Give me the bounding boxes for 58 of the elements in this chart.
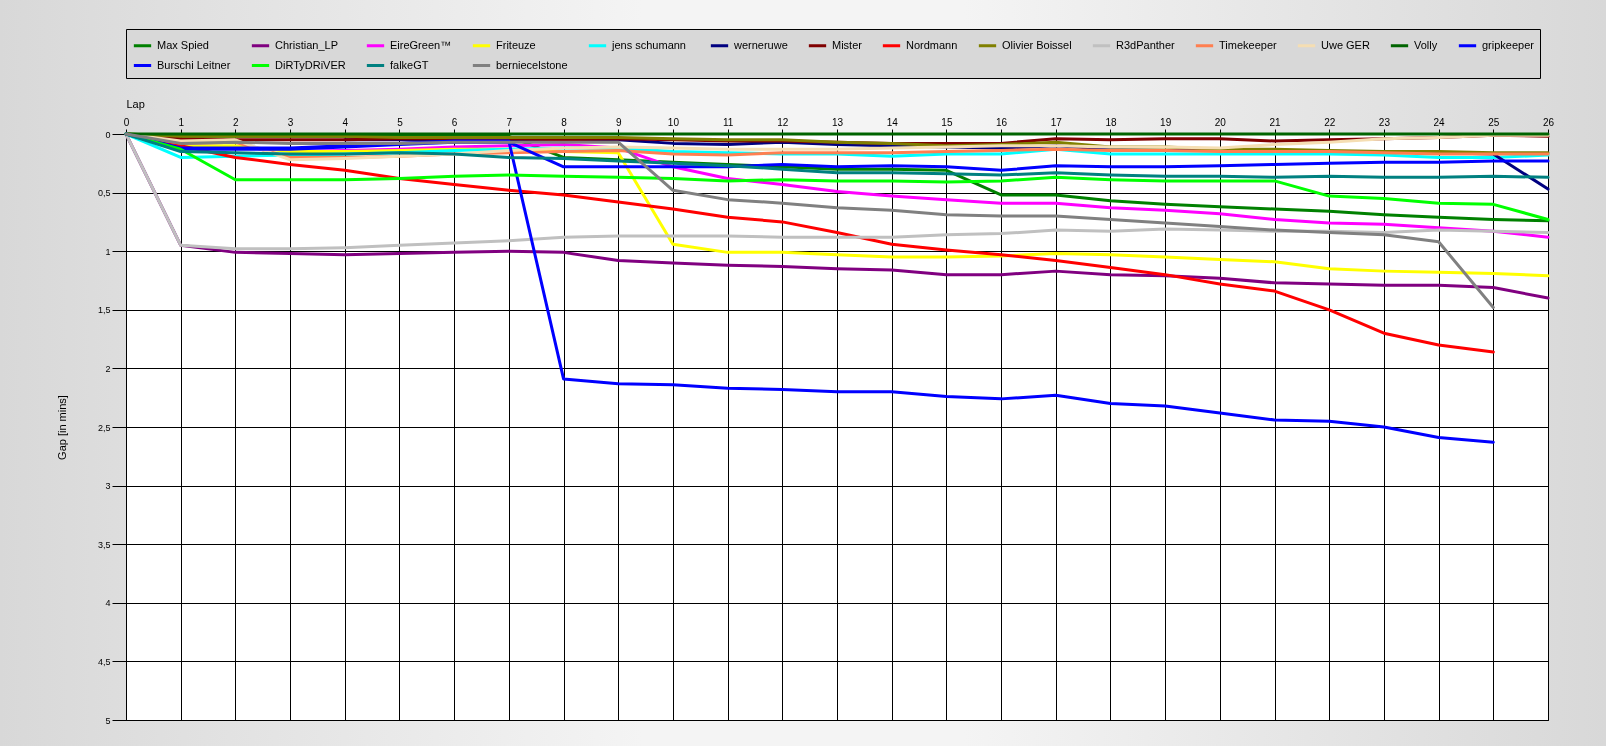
x-tick-label: 17 xyxy=(1050,116,1063,128)
legend-label: falkeGT xyxy=(390,58,429,71)
legend-label: werneruwe xyxy=(733,38,788,51)
y-tick-label: 1,5 xyxy=(97,305,111,316)
x-tick-label: 1 xyxy=(178,116,185,128)
legend-label: Timekeeper xyxy=(1219,38,1278,51)
x-tick-label: 21 xyxy=(1269,116,1282,128)
x-tick-label: 25 xyxy=(1488,116,1500,128)
y-tick-label: 4 xyxy=(105,598,111,609)
x-tick-label: 0 xyxy=(123,116,130,128)
y-tick-label: 1 xyxy=(105,246,111,257)
x-tick-label: 3 xyxy=(287,116,294,128)
x-tick-label: 23 xyxy=(1378,116,1391,128)
legend-label: R3dPanther xyxy=(1116,38,1176,51)
legend-label: jens schumann xyxy=(611,38,686,51)
x-tick-label: 22 xyxy=(1324,116,1336,128)
legend-label: Max Spied xyxy=(157,38,209,51)
x-tick-label: 2 xyxy=(233,116,240,128)
y-tick-label: 0,5 xyxy=(97,188,111,199)
x-tick-label: 11 xyxy=(722,116,734,128)
y-tick-label: 2 xyxy=(105,363,111,374)
x-tick-label: 7 xyxy=(506,116,513,128)
legend-label: Nordmann xyxy=(906,38,958,51)
x-tick-label: 26 xyxy=(1542,116,1555,128)
legend-label: Friteuze xyxy=(496,38,536,51)
legend-label: Olivier Boissel xyxy=(1002,38,1072,51)
x-tick-label: 6 xyxy=(451,116,458,128)
x-tick-label: 18 xyxy=(1105,116,1117,128)
x-tick-label: 8 xyxy=(561,116,568,128)
y-axis-title: Gap [in mins] xyxy=(55,395,68,460)
x-tick-label: 12 xyxy=(777,116,789,128)
x-tick-label: 5 xyxy=(397,116,404,128)
x-axis-title: Lap xyxy=(126,97,145,110)
x-tick-label: 9 xyxy=(615,116,622,128)
x-tick-label: 13 xyxy=(831,116,844,128)
legend-label: gripkeeper xyxy=(1482,38,1535,51)
legend-label: Volly xyxy=(1414,38,1438,51)
x-tick-label: 16 xyxy=(996,116,1008,128)
y-tick-label: 0 xyxy=(105,129,111,140)
legend-label: EireGreen™ xyxy=(390,38,452,51)
y-tick-label: 3,5 xyxy=(97,539,111,550)
x-tick-label: 14 xyxy=(886,116,899,128)
legend-label: Mister xyxy=(832,38,863,51)
legend-label: Christian_LP xyxy=(275,38,338,51)
y-tick-label: 4,5 xyxy=(97,656,111,667)
x-tick-label: 24 xyxy=(1433,116,1446,128)
legend-label: Burschi Leitner xyxy=(157,58,231,71)
x-tick-label: 19 xyxy=(1160,116,1172,128)
y-tick-label: 3 xyxy=(105,481,111,492)
legend-label: Uwe GER xyxy=(1321,38,1370,51)
legend-label: DiRTyDRiVER xyxy=(275,58,346,71)
y-tick-label: 2,5 xyxy=(97,422,111,433)
x-tick-label: 20 xyxy=(1214,116,1227,128)
y-tick-label: 5 xyxy=(105,715,111,726)
x-tick-label: 15 xyxy=(941,116,953,128)
x-tick-label: 10 xyxy=(667,116,680,128)
legend-label: berniecelstone xyxy=(496,58,568,71)
x-tick-label: 4 xyxy=(342,116,349,128)
